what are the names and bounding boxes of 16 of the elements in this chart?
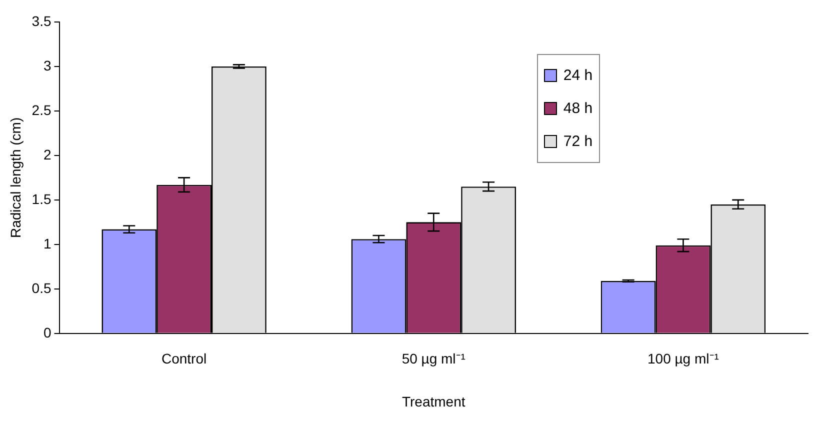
legend-label: 24 h — [563, 67, 593, 84]
x-axis-title: Treatment — [402, 393, 466, 410]
x-tick-label: Control — [161, 350, 207, 367]
legend-label: 72 h — [563, 133, 593, 150]
y-tick-label: 0 — [43, 324, 52, 340]
y-tick-label: 2 — [43, 146, 52, 162]
y-tick-label: 3 — [43, 57, 52, 74]
y-tick-label: 1 — [43, 235, 52, 252]
legend-label: 48 h — [563, 100, 593, 117]
y-axis-title: Radical length (cm) — [7, 117, 24, 238]
y-tick-label: 3.5 — [32, 12, 52, 29]
x-tick-label: 50 µg ml⁻¹ — [402, 350, 466, 367]
x-tick-label: 100 µg ml⁻¹ — [647, 350, 720, 367]
y-tick-label: 2.5 — [32, 102, 52, 118]
y-tick-label: 1.5 — [32, 190, 52, 207]
y-tick-label: 0.5 — [32, 280, 52, 296]
